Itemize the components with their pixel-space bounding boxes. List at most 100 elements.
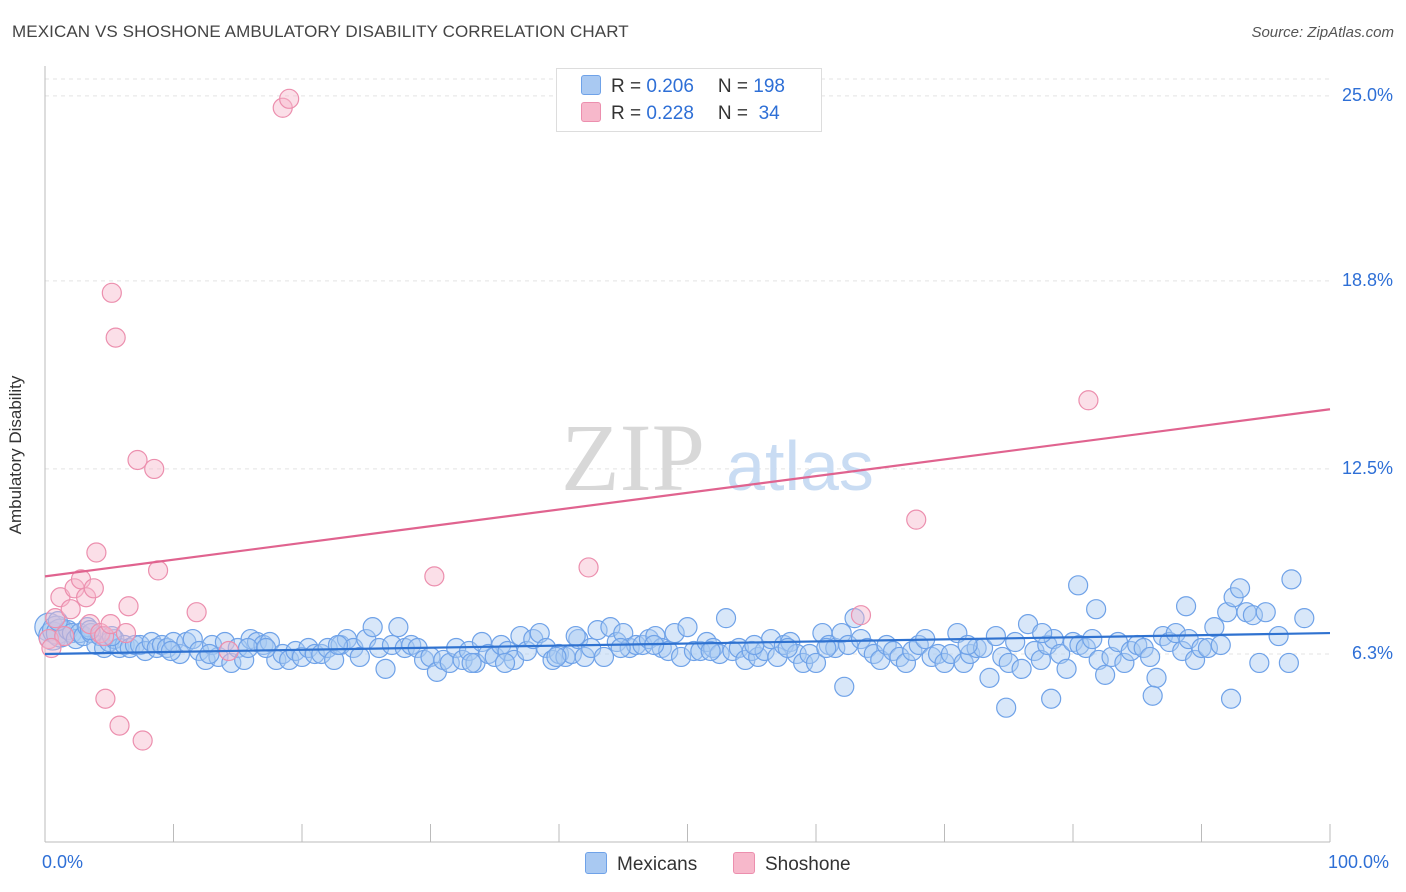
mexicans-point <box>677 617 698 638</box>
mexicans-point <box>777 637 798 659</box>
mexicans-point <box>1068 575 1089 596</box>
legend-swatch-shoshone <box>581 102 601 122</box>
legend-n-label: N = <box>717 76 754 97</box>
mexicans-point <box>1184 649 1206 671</box>
mexicans-point <box>1056 658 1077 679</box>
mexicans-point <box>439 652 460 674</box>
mexicans-point <box>587 619 608 641</box>
mexicans-point <box>1191 637 1212 659</box>
shoshone-point <box>578 557 599 578</box>
legend-swatch-mexicans <box>581 75 601 95</box>
shoshone-point <box>850 605 872 626</box>
y-tick-label: 6.3% <box>1351 642 1393 663</box>
mexicans-point <box>461 652 482 674</box>
y-tick-label: 25.0% <box>1341 84 1393 105</box>
source-credit: Source: ZipAtlas.com <box>1251 24 1394 41</box>
mexicans-point <box>529 622 550 644</box>
mexicans-point <box>816 637 837 659</box>
mexicans-point <box>1043 628 1064 650</box>
mexicans-point <box>182 628 203 650</box>
mexicans-point <box>670 646 692 668</box>
legend-n-label: N = <box>717 103 754 124</box>
mexicans-point <box>998 652 1019 674</box>
legend-r-value: 0.228 <box>646 103 694 124</box>
mexicans-point <box>1229 578 1251 599</box>
mexicans-point <box>388 617 409 638</box>
y-tick-label: 18.8% <box>1341 269 1393 290</box>
mexicans-point <box>1005 631 1026 653</box>
mexicans-point <box>805 652 827 674</box>
mexicans-point <box>996 697 1017 718</box>
stats-legend: R = 0.206 N = 198 R = 0.228 N = 34 <box>556 68 822 132</box>
mexicans-point <box>327 634 349 656</box>
mexicans-point <box>1268 625 1289 647</box>
mexicans-point <box>1242 605 1264 626</box>
shoshone-point <box>147 560 169 581</box>
mexicans-point <box>744 634 765 656</box>
bottom-legend-swatch <box>585 852 607 874</box>
mexicans-point <box>1030 649 1051 671</box>
shoshone-point <box>132 730 153 751</box>
shoshone-point <box>115 622 137 644</box>
mexicans-trend-line <box>44 631 1331 656</box>
shoshone-point <box>105 327 126 348</box>
mexicans-point <box>1165 622 1186 644</box>
legend-r-value: 0.206 <box>646 76 694 97</box>
watermark-zip: ZIP <box>561 404 705 511</box>
shoshone-point <box>906 509 927 530</box>
mexicans-point <box>1210 634 1231 656</box>
mexicans-point <box>1175 596 1197 617</box>
mexicans-point <box>1281 569 1302 590</box>
mexicans-point <box>613 622 634 644</box>
shoshone-point <box>127 449 148 471</box>
mexicans-point <box>1032 622 1053 644</box>
mexicans-point <box>834 676 855 697</box>
shoshone-point <box>118 596 139 617</box>
mexicans-point <box>1197 637 1219 659</box>
mexicans-point <box>1041 688 1062 709</box>
mexicans-point <box>895 652 917 674</box>
mexicans-point <box>1146 667 1167 688</box>
mexicans-point <box>700 640 721 662</box>
mexicans-point <box>957 634 978 656</box>
legend-r-label: R = <box>611 103 647 124</box>
y-tick-label: 12.5% <box>1341 457 1393 478</box>
mexicans-point <box>600 617 621 638</box>
mexicans-point <box>1050 643 1071 665</box>
mexicans-point <box>494 652 516 674</box>
mexicans-point <box>992 646 1013 668</box>
mexicans-point <box>47 611 68 632</box>
mexicans-point <box>664 622 685 644</box>
mexicans-point <box>1139 646 1161 668</box>
mexicans-point <box>237 637 259 659</box>
shoshone-point <box>109 715 130 736</box>
mexicans-point <box>255 637 277 659</box>
mexicans-point <box>1204 617 1225 638</box>
shoshone-point <box>101 282 122 303</box>
legend-n-value: 34 <box>753 103 780 124</box>
x-tick-label-max: 100.0% <box>1328 852 1390 872</box>
legend-row-mexicans: R = 0.206 N = 198 <box>581 75 785 99</box>
mexicans-point <box>199 643 220 665</box>
shoshone-point <box>186 602 207 623</box>
mexicans-point <box>985 625 1007 647</box>
legend-n-value: 198 <box>753 76 785 97</box>
mexicans-point <box>1011 658 1032 679</box>
shoshone-trend-line <box>44 408 1331 578</box>
shoshone-point <box>279 88 300 109</box>
shoshone-point <box>94 625 115 647</box>
shoshone-point <box>95 688 116 709</box>
data-points <box>34 88 1315 751</box>
mexicans-point <box>715 608 737 629</box>
shoshone-point <box>424 566 445 587</box>
mexicans-point <box>259 631 280 653</box>
mexicans-point <box>889 646 910 668</box>
gridlines <box>45 78 1330 655</box>
shoshone-point <box>60 599 81 620</box>
mexicans-point <box>375 658 396 679</box>
mexicans-point <box>349 646 370 668</box>
mexicans-point <box>979 667 1000 688</box>
mexicans-point <box>1255 602 1276 623</box>
mexicans-point <box>1095 664 1116 685</box>
